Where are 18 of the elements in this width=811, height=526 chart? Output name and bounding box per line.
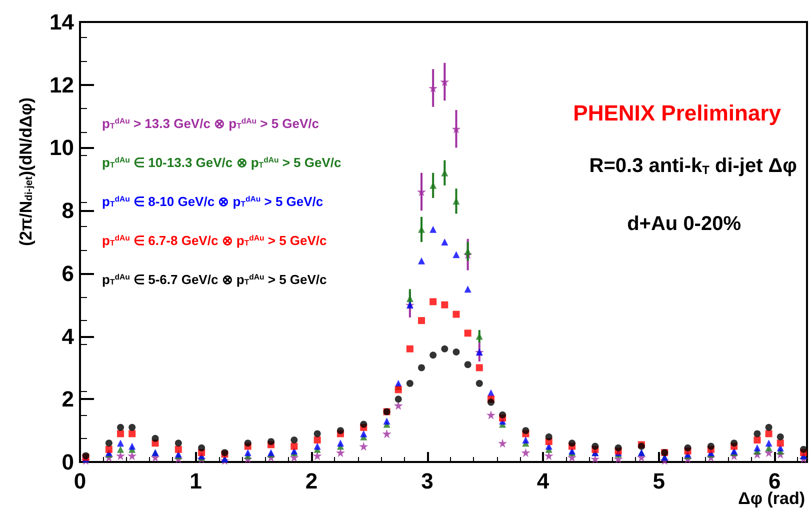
annotation: PHENIX Preliminary — [573, 100, 782, 126]
y-tick-label: 12 — [50, 72, 74, 98]
y-axis-title: (2π/Ndi-jet)(dN/dΔφ) — [16, 97, 36, 246]
y-tick-label: 0 — [62, 450, 74, 474]
annotation: d+Au 0-20% — [627, 213, 742, 235]
x-tick-label: 1 — [190, 468, 202, 494]
y-tick-label: 6 — [62, 260, 74, 286]
y-tick-label: 8 — [62, 198, 74, 224]
x-tick-label: 4 — [536, 468, 550, 494]
annotation: R=0.3 anti-kT di-jet Δφ — [589, 155, 798, 177]
y-tick-label: 4 — [62, 324, 75, 349]
x-tick-label: 2 — [305, 468, 318, 494]
y-tick-label: 10 — [50, 135, 74, 160]
y-tick-label: 14 — [50, 10, 75, 34]
x-tick-label: 5 — [652, 468, 665, 494]
x-tick-label: 3 — [421, 468, 434, 494]
y-tick-label: 2 — [62, 386, 74, 412]
x-axis-title: Δφ (rad) — [738, 489, 806, 508]
